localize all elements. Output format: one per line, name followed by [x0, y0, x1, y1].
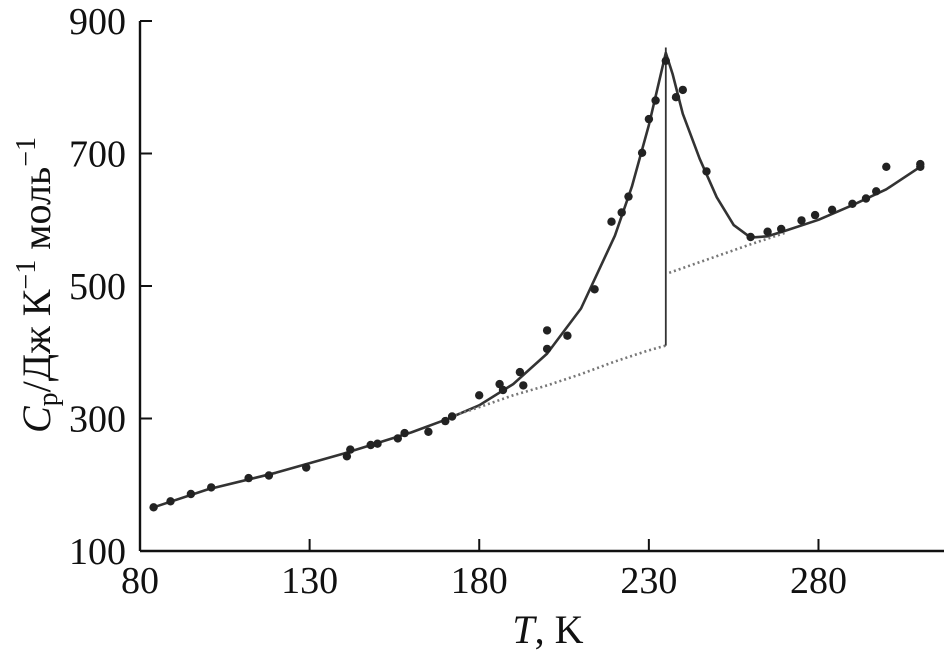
data-point	[671, 93, 681, 102]
series-line-dotted	[444, 344, 667, 420]
data-point	[916, 159, 925, 169]
data-point	[590, 285, 599, 294]
data-point	[166, 497, 175, 506]
data-point	[637, 148, 647, 157]
data-point	[373, 439, 382, 448]
data-point	[624, 192, 633, 201]
data-point	[661, 56, 670, 65]
x-tick-label: 230	[620, 560, 677, 602]
data-point	[519, 381, 528, 390]
axes	[138, 21, 944, 553]
x-axis-title: T, K	[512, 607, 583, 652]
y-tick-label: 300	[69, 399, 126, 441]
y-axis-title-unit2: моль	[14, 167, 59, 260]
data-point	[475, 391, 484, 400]
data-point	[617, 208, 626, 217]
tick-marks	[139, 20, 820, 552]
data-point	[424, 427, 433, 436]
data-point	[366, 440, 375, 450]
data-point	[810, 210, 820, 220]
y-axis-title-subscript: p	[33, 392, 64, 406]
data-point	[441, 416, 450, 426]
x-axis-title-unit: , K	[535, 607, 584, 652]
data-point	[763, 227, 772, 236]
data-point	[515, 367, 525, 377]
x-tick-label: 280	[790, 560, 847, 602]
data-point	[447, 412, 457, 421]
data-point	[563, 331, 572, 340]
data-point	[678, 85, 687, 95]
data-point	[607, 217, 616, 226]
data-point	[186, 489, 196, 499]
data-point	[827, 205, 837, 214]
x-tick-label: 130	[281, 560, 338, 602]
data-point	[244, 473, 253, 483]
data-point	[149, 503, 158, 512]
y-tick-label: 900	[69, 1, 126, 43]
x-tick-label: 80	[121, 560, 159, 602]
data-point	[207, 483, 216, 492]
series-line-solid	[153, 51, 922, 509]
data-point	[872, 187, 881, 196]
data-point	[651, 96, 660, 105]
y-axis-title-exp2: −1	[11, 137, 42, 167]
data-point	[342, 452, 352, 461]
data-point	[346, 445, 355, 454]
y-tick-label: 100	[69, 531, 126, 573]
data-point	[302, 463, 311, 472]
y-axis-title-unit: /Дж К	[14, 289, 59, 392]
plot-points	[149, 56, 925, 512]
plot-lines	[153, 47, 922, 509]
tick-labels: 80 130 180 230 280 100 300 500 700 900	[69, 1, 847, 602]
y-axis-title: Cp/Дж К−1 моль−1	[11, 137, 65, 433]
data-point	[644, 114, 654, 124]
data-point	[264, 471, 274, 480]
data-point	[393, 434, 402, 443]
y-tick-label: 500	[69, 266, 126, 308]
data-point	[702, 167, 711, 176]
y-axis-title-exp1: −1	[11, 260, 42, 290]
y-axis-title-symbol: C	[14, 405, 59, 433]
x-axis-title-symbol: T	[512, 607, 537, 652]
data-point	[746, 232, 755, 242]
data-point	[861, 194, 871, 203]
data-point	[400, 428, 409, 438]
data-point	[797, 216, 806, 225]
data-point	[848, 199, 857, 208]
data-point	[777, 224, 786, 234]
y-tick-label: 700	[69, 134, 126, 176]
data-point	[498, 385, 508, 395]
x-tick-label: 180	[451, 560, 508, 602]
data-point	[882, 162, 891, 171]
data-point	[542, 344, 552, 354]
series-line-dotted	[668, 231, 786, 275]
data-point	[542, 326, 552, 335]
